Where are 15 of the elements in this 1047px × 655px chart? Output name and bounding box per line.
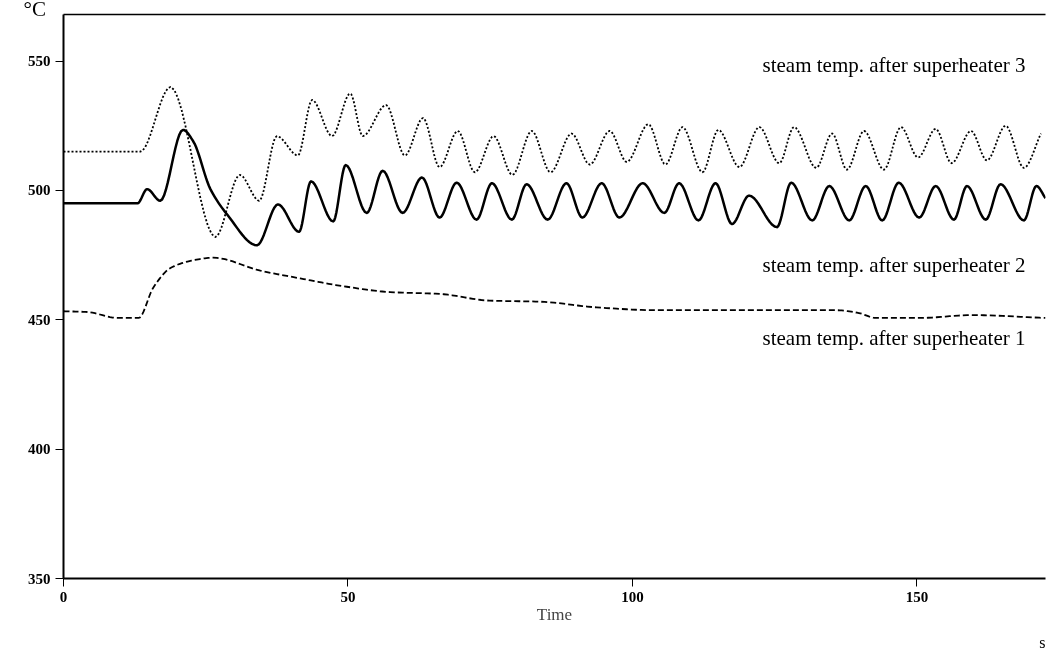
- x-tick-label: 50: [340, 588, 356, 605]
- text: s: [1039, 633, 1046, 651]
- x-axis-title: Time: [536, 604, 573, 624]
- x-tick-label: 100: [621, 588, 644, 605]
- x-tick-label: 150: [905, 588, 929, 605]
- x-tick-label: 0: [59, 588, 68, 605]
- series-label: steam temp. after superheater 2: [762, 253, 1026, 278]
- y-tick-label: 350: [28, 570, 51, 587]
- series-label: steam temp. after superheater 1: [762, 325, 1026, 350]
- y-tick-label: 550: [28, 53, 51, 70]
- y-tick-label: 400: [28, 441, 51, 458]
- y-tick-label: 450: [28, 311, 51, 328]
- text: steam temp. after superheater 3: [762, 52, 1026, 77]
- y-tick-label: 500: [28, 182, 51, 199]
- y-axis-title: °C: [23, 0, 46, 21]
